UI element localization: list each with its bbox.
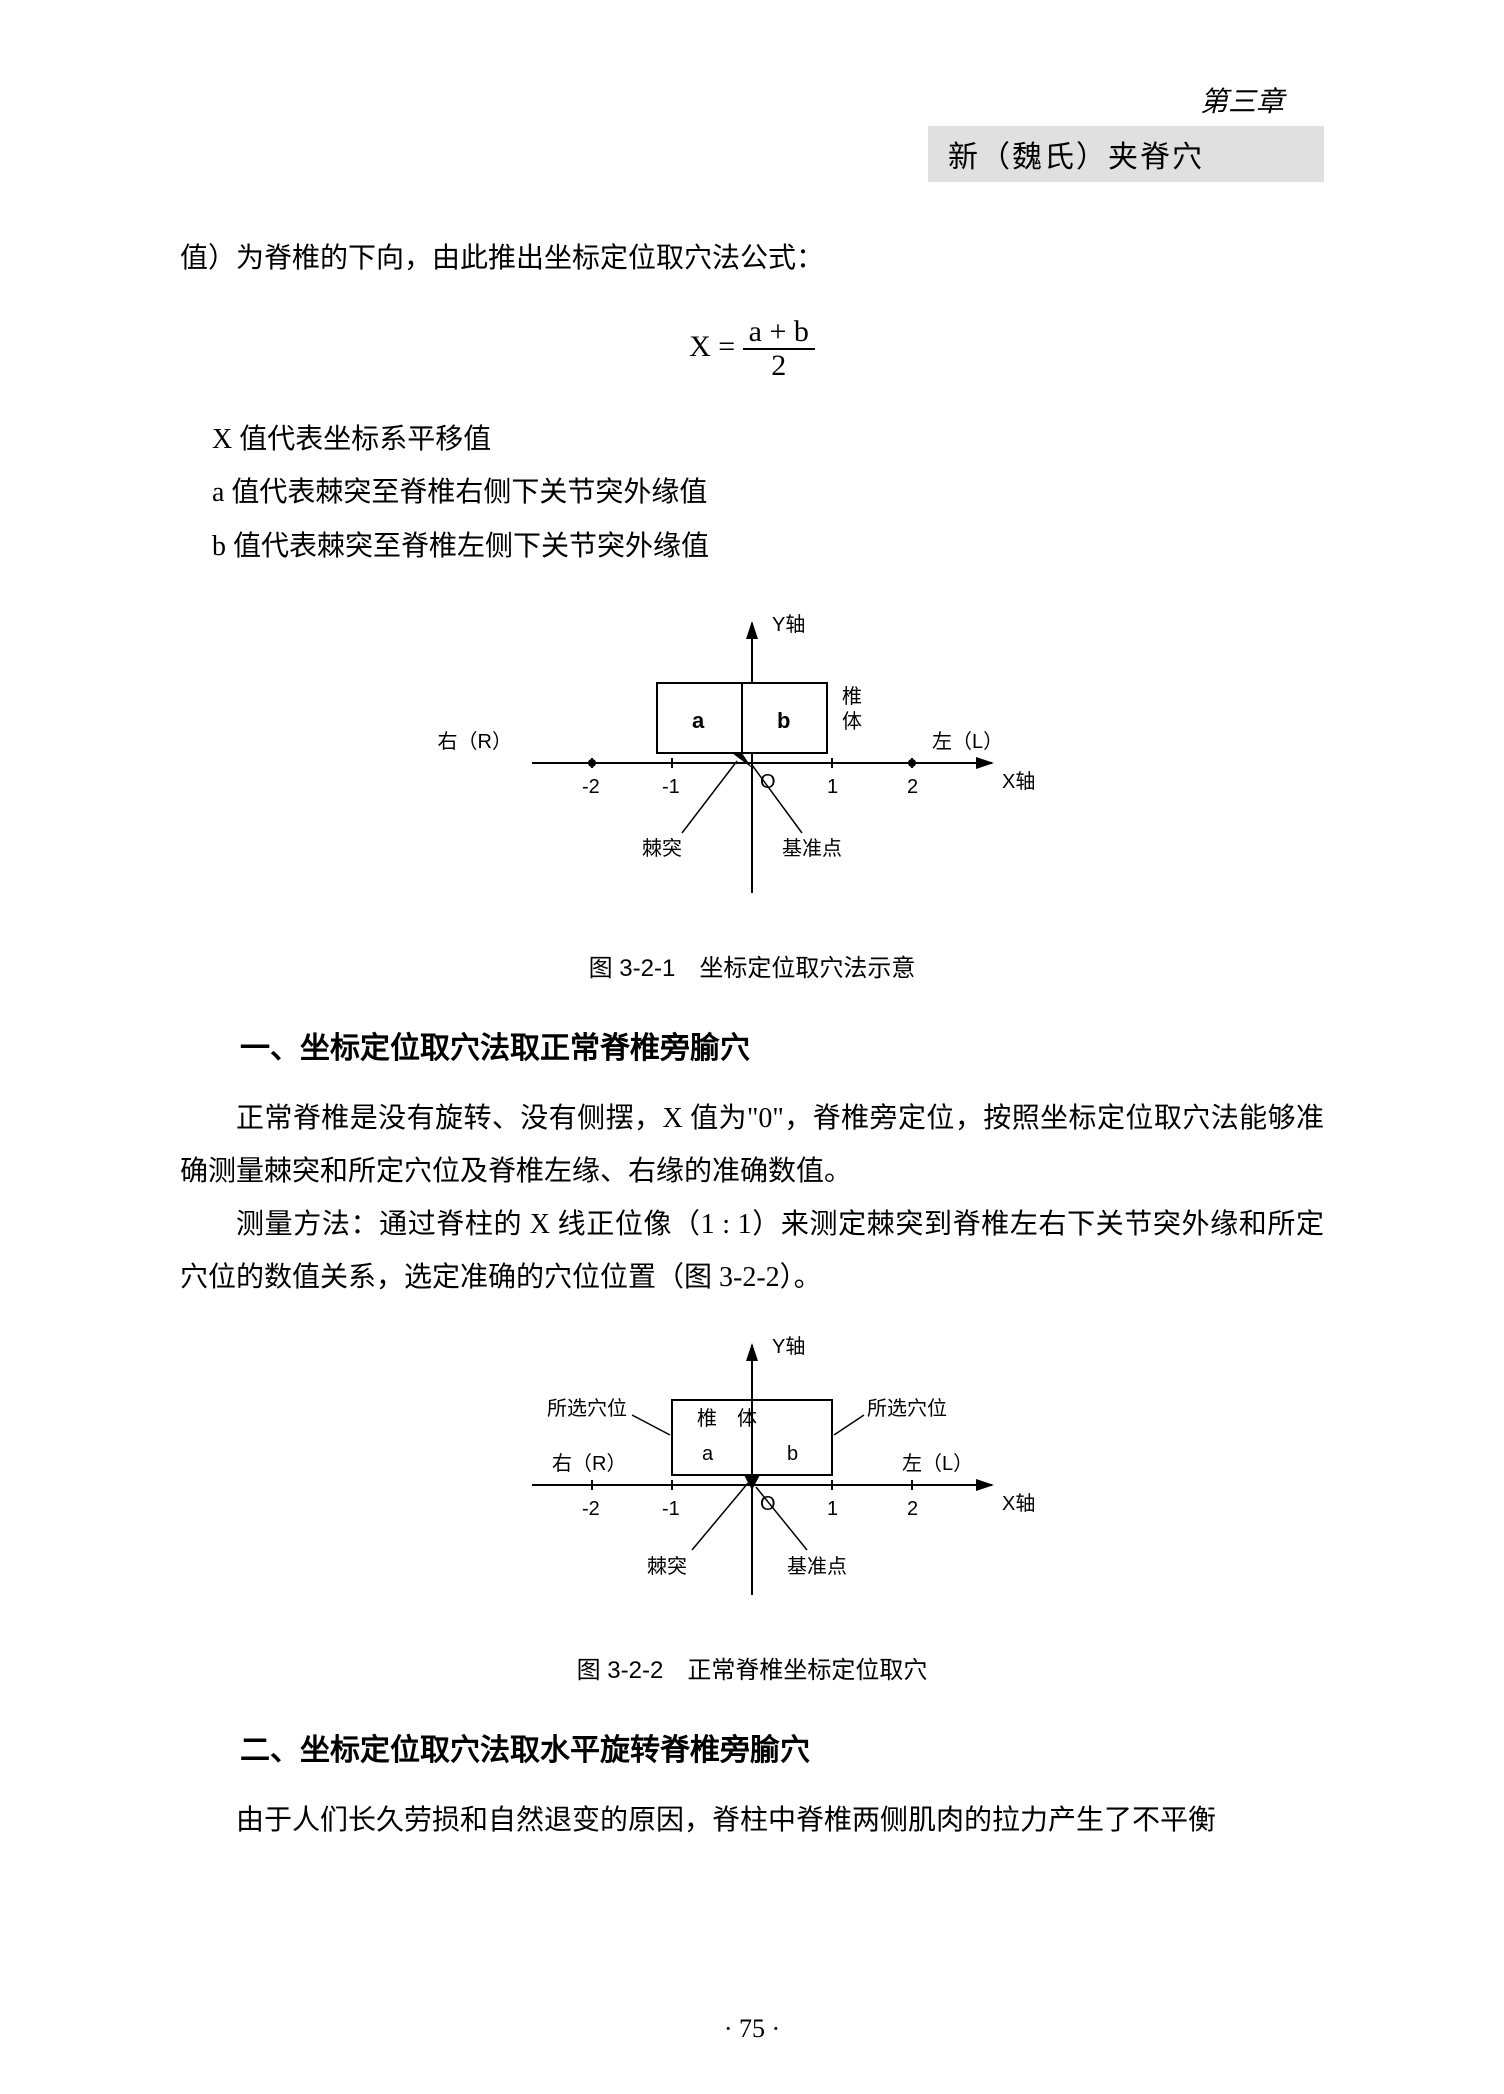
spinous-label-2: 棘突 xyxy=(647,1555,687,1578)
left-label: 左（L） xyxy=(932,730,1003,753)
tick-neg1: -1 xyxy=(662,776,680,798)
formula-lhs: X = xyxy=(689,330,735,363)
section-1-para-1: 正常脊椎是没有旋转、没有侧摆，X 值为"0"，脊椎旁定位，按照坐标定位取穴法能够… xyxy=(180,1092,1324,1198)
reference-label: 基准点 xyxy=(782,837,842,860)
selected-right: 所选穴位 xyxy=(867,1397,947,1420)
intro-paragraph: 值）为脊椎的下向，由此推出坐标定位取穴法公式： xyxy=(180,232,1324,285)
formula-numerator: a + b xyxy=(743,315,815,350)
diagram-2-caption: 图 3-2-2 正常脊椎坐标定位取穴 xyxy=(180,1650,1324,1685)
definitions-block: X 值代表坐标系平移值 a 值代表棘突至脊椎右侧下关节突外缘值 b 值代表棘突至… xyxy=(180,413,1324,573)
tick2-neg1: -1 xyxy=(662,1498,680,1520)
formula-denominator: 2 xyxy=(771,349,786,382)
origin-label-2: O xyxy=(760,1493,776,1515)
section-2-heading: 二、坐标定位取穴法取水平旋转脊椎旁腧穴 xyxy=(180,1725,1324,1769)
vertebra-label-2-text: 椎 体 xyxy=(697,1407,757,1430)
reference-label-2: 基准点 xyxy=(787,1555,847,1578)
vertebra-label-2: 体 xyxy=(842,710,862,733)
box2-a: a xyxy=(702,1443,714,1465)
box-a: a xyxy=(692,708,705,733)
selected-left: 所选穴位 xyxy=(547,1397,627,1420)
x-axis-label: X轴 xyxy=(1002,770,1035,793)
origin-label: O xyxy=(760,771,776,793)
x-axis-label-2: X轴 xyxy=(1002,1492,1035,1515)
chapter-number: 第三章 xyxy=(180,80,1324,120)
tick2-2: 2 xyxy=(907,1498,918,1520)
definition-x: X 值代表坐标系平移值 xyxy=(212,413,1324,466)
tick2-1: 1 xyxy=(827,1498,838,1520)
page-number: · 75 · xyxy=(0,2014,1504,2044)
section-1-heading: 一、坐标定位取穴法取正常脊椎旁腧穴 xyxy=(180,1023,1324,1067)
section-1-para-2: 测量方法：通过脊柱的 X 线正位像（1 : 1）来测定棘突到脊椎左右下关节突外缘… xyxy=(180,1198,1324,1304)
tick-neg2: -2 xyxy=(582,776,600,798)
right-label: 右（R） xyxy=(438,730,512,753)
vertebra-label-1: 椎 xyxy=(842,685,862,708)
box2-b: b xyxy=(787,1443,798,1465)
formula: X = a + b 2 xyxy=(180,315,1324,383)
diagram-1-caption: 图 3-2-1 坐标定位取穴法示意 xyxy=(180,948,1324,983)
tick-1: 1 xyxy=(827,776,838,798)
definition-b: b 值代表棘突至脊椎左侧下关节突外缘值 xyxy=(212,520,1324,573)
chapter-title: 新（魏氏）夹脊穴 xyxy=(928,126,1324,182)
y-axis-label: Y轴 xyxy=(772,613,805,636)
chapter-header: 第三章 新（魏氏）夹脊穴 xyxy=(180,80,1324,182)
definition-a: a 值代表棘突至脊椎右侧下关节突外缘值 xyxy=(212,466,1324,519)
right-label-2: 右（R） xyxy=(552,1452,626,1475)
diagram-1: Y轴 X轴 -2 -1 1 2 右（R） 左（L） a xyxy=(180,603,1324,928)
section-2-para-1: 由于人们长久劳损和自然退变的原因，脊柱中脊椎两侧肌肉的拉力产生了不平衡 xyxy=(180,1794,1324,1847)
left-label-2: 左（L） xyxy=(902,1452,973,1475)
tick2-neg2: -2 xyxy=(582,1498,600,1520)
y-axis-label-2: Y轴 xyxy=(772,1335,805,1358)
spinous-label: 棘突 xyxy=(642,837,682,860)
box-b: b xyxy=(777,708,790,733)
diagram-2: Y轴 X轴 -2 -1 1 2 右（R） 左（L） a b 椎 体 xyxy=(180,1325,1324,1630)
tick-2: 2 xyxy=(907,776,918,798)
